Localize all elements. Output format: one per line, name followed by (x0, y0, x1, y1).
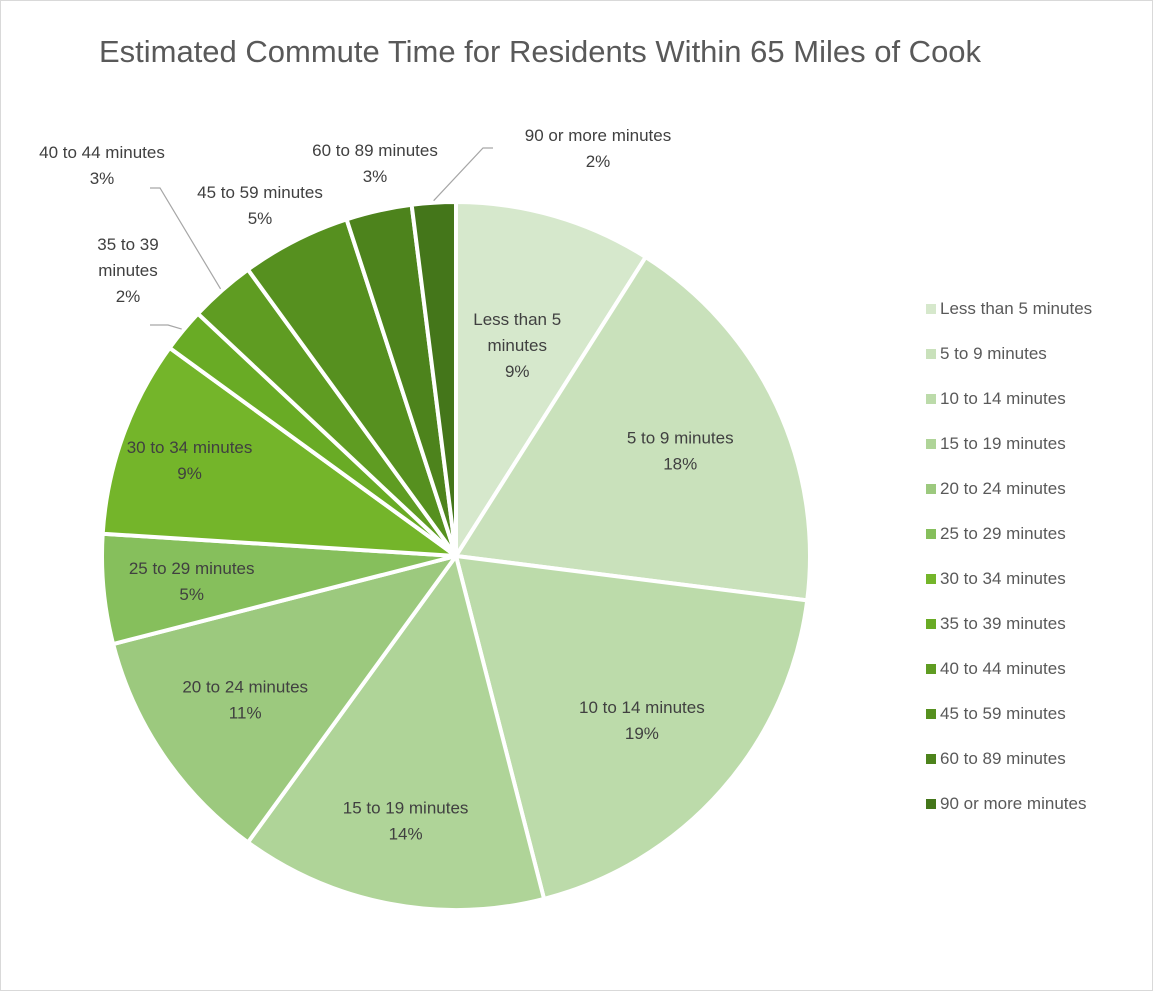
legend-swatch-90-or-more-minutes (926, 799, 936, 809)
legend-item-25-to-29-minutes: 25 to 29 minutes (926, 524, 1066, 543)
legend-swatch-20-to-24-minutes (926, 484, 936, 494)
legend-item-10-to-14-minutes: 10 to 14 minutes (926, 389, 1066, 408)
legend-swatch-5-to-9-minutes (926, 349, 936, 359)
legend-label-15-to-19-minutes: 15 to 19 minutes (940, 434, 1066, 453)
legend-swatch-40-to-44-minutes (926, 664, 936, 674)
data-label-20-to-24-minutes: 20 to 24 minutes 11% (182, 677, 308, 722)
legend-swatch-15-to-19-minutes (926, 439, 936, 449)
legend-label-40-to-44-minutes: 40 to 44 minutes (940, 659, 1066, 678)
data-label-10-to-14-minutes: 10 to 14 minutes 19% (579, 698, 705, 743)
legend-label-20-to-24-minutes: 20 to 24 minutes (940, 479, 1066, 498)
leader-line-40-to-44-minutes (150, 187, 222, 290)
data-label-90-or-more-minutes: 90 or more minutes 2% (525, 126, 671, 171)
legend-item-15-to-19-minutes: 15 to 19 minutes (926, 434, 1066, 453)
data-label-35-to-39-minutes: 35 to 39 minutes 2% (97, 235, 158, 306)
data-label-15-to-19-minutes: 15 to 19 minutes 14% (343, 798, 469, 843)
legend-label-5-to-9-minutes: 5 to 9 minutes (940, 344, 1047, 363)
data-label-30-to-34-minutes: 30 to 34 minutes 9% (127, 438, 253, 483)
legend-swatch-10-to-14-minutes (926, 394, 936, 404)
data-label-40-to-44-minutes: 40 to 44 minutes 3% (39, 143, 165, 188)
leader-line-90-or-more-minutes (433, 147, 493, 202)
legend-item-less-than-5-minutes: Less than 5 minutes (926, 299, 1092, 318)
legend-swatch-45-to-59-minutes (926, 709, 936, 719)
leader-line-35-to-39-minutes (150, 324, 182, 330)
legend-label-30-to-34-minutes: 30 to 34 minutes (940, 569, 1066, 588)
pie-slice-5-to-9-minutes (454, 255, 812, 603)
legend-label-25-to-29-minutes: 25 to 29 minutes (940, 524, 1066, 543)
legend-item-35-to-39-minutes: 35 to 39 minutes (926, 614, 1066, 633)
legend-item-20-to-24-minutes: 20 to 24 minutes (926, 479, 1066, 498)
pie-slice-15-to-19-minutes (245, 554, 547, 912)
chart-title: Estimated Commute Time for Residents Wit… (98, 34, 982, 69)
pie-slice-less-than-5-minutes (454, 200, 648, 558)
legend-label-35-to-39-minutes: 35 to 39 minutes (940, 614, 1066, 633)
legend-item-30-to-34-minutes: 30 to 34 minutes (926, 569, 1066, 588)
data-label-60-to-89-minutes: 60 to 89 minutes 3% (312, 141, 438, 186)
data-label-25-to-29-minutes: 25 to 29 minutes 5% (129, 559, 255, 604)
legend-swatch-30-to-34-minutes (926, 574, 936, 584)
legend-swatch-less-than-5-minutes (926, 304, 936, 314)
legend-item-45-to-59-minutes: 45 to 59 minutes (926, 704, 1066, 723)
legend-swatch-60-to-89-minutes (926, 754, 936, 764)
legend-item-40-to-44-minutes: 40 to 44 minutes (926, 659, 1066, 678)
pie-slice-20-to-24-minutes (111, 554, 458, 845)
legend-item-90-or-more-minutes: 90 or more minutes (926, 794, 1086, 813)
pie-slice-10-to-14-minutes (454, 554, 810, 901)
legend-label-less-than-5-minutes: Less than 5 minutes (940, 299, 1092, 318)
legend-item-5-to-9-minutes: 5 to 9 minutes (926, 344, 1047, 363)
pie-slice-30-to-34-minutes (100, 345, 458, 558)
data-label-5-to-9-minutes: 5 to 9 minutes 18% (627, 428, 734, 473)
data-label-45-to-59-minutes: 45 to 59 minutes 5% (197, 183, 323, 228)
legend-item-60-to-89-minutes: 60 to 89 minutes (926, 749, 1066, 768)
legend-label-90-or-more-minutes: 90 or more minutes (940, 794, 1086, 813)
legend-swatch-35-to-39-minutes (926, 619, 936, 629)
legend-label-10-to-14-minutes: 10 to 14 minutes (940, 389, 1066, 408)
data-label-less-than-5-minutes: Less than 5 minutes 9% (473, 310, 561, 381)
legend-label-60-to-89-minutes: 60 to 89 minutes (940, 749, 1066, 768)
legend-swatch-25-to-29-minutes (926, 529, 936, 539)
legend-label-45-to-59-minutes: 45 to 59 minutes (940, 704, 1066, 723)
pie-slice-90-or-more-minutes (409, 200, 458, 558)
